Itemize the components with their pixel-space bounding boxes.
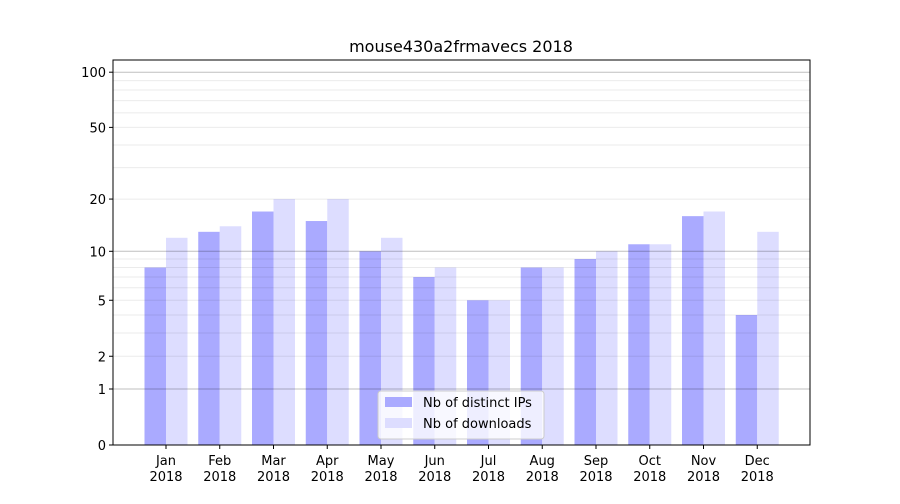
y-tick-label: 10 (89, 245, 106, 260)
x-tick-label: Apr 2018 (311, 454, 344, 485)
bar-distinct-ips (252, 211, 274, 445)
x-tick-label-line: Feb (208, 454, 231, 469)
x-tick-label-line: 2018 (418, 470, 451, 485)
legend-swatch (385, 397, 412, 407)
x-tick-label-line: 2018 (149, 470, 182, 485)
x-tick-label: Jul 2018 (472, 454, 505, 485)
bar-distinct-ips (144, 267, 166, 445)
x-tick-label: Sep 2018 (579, 454, 612, 485)
x-tick-label-line: 2018 (257, 470, 290, 485)
x-tick-label: Jan 2018 (149, 454, 182, 485)
bar-downloads (219, 226, 242, 445)
bar-distinct-ips (198, 231, 220, 445)
x-tick-label-line: 2018 (526, 470, 559, 485)
bar-downloads (649, 244, 672, 445)
x-tick-label-line: Mar (261, 454, 286, 469)
x-tick-label-line: Oct (639, 454, 661, 469)
bar-downloads (596, 251, 618, 445)
x-tick-label-line: 2018 (203, 470, 236, 485)
x-tick-label-line: Dec (745, 454, 770, 469)
bar-downloads (703, 211, 725, 445)
bar-downloads (542, 267, 564, 445)
x-tick-label-line: 2018 (579, 470, 612, 485)
x-tick-label-line: 2018 (687, 470, 720, 485)
bar-downloads (327, 199, 349, 445)
x-tick-label: Mar 2018 (257, 454, 290, 485)
x-tick-label-line: Jun (424, 454, 445, 469)
x-tick-label-line: 2018 (311, 470, 344, 485)
bar-downloads (757, 231, 779, 445)
legend: Nb of distinct IPs Nb of downloads (377, 390, 545, 440)
y-tick-label: 0 (98, 439, 106, 454)
y-tick-label: 2 (98, 350, 106, 365)
x-tick-label-line: Aug (530, 454, 555, 469)
legend-label: Nb of downloads (423, 417, 532, 432)
legend-box (377, 390, 545, 440)
bar-distinct-ips (628, 244, 650, 445)
y-tick-label: 20 (89, 193, 106, 208)
x-tick-label-line: Nov (691, 454, 717, 469)
x-tick-label: Nov 2018 (687, 454, 720, 485)
legend-swatch (385, 418, 412, 428)
chart-title: mouse430a2frmavecs 2018 (349, 37, 573, 56)
x-tick-label: Aug 2018 (526, 454, 559, 485)
y-tick-label: 1 (98, 383, 106, 398)
x-tick-label-line: 2018 (741, 470, 774, 485)
x-tick-label: Jun 2018 (418, 454, 451, 485)
bar-distinct-ips (359, 251, 381, 445)
bar-distinct-ips (682, 216, 704, 445)
y-tick-label: 5 (98, 294, 106, 309)
bar-downloads (166, 237, 188, 445)
bar-distinct-ips (735, 314, 758, 445)
y-tick-label: 100 (81, 66, 106, 81)
x-tick-label-line: Apr (316, 454, 339, 469)
x-tick-label-line: 2018 (364, 470, 397, 485)
x-tick-label: May 2018 (364, 454, 397, 485)
x-tick-label: Feb 2018 (203, 454, 236, 485)
x-tick-label-line: 2018 (633, 470, 666, 485)
x-tick-label-line: Sep (584, 454, 609, 469)
bar-downloads (273, 199, 295, 445)
x-tick-label: Dec 2018 (741, 454, 774, 485)
legend-label: Nb of distinct IPs (423, 396, 532, 411)
x-tick-label-line: 2018 (472, 470, 505, 485)
x-tick-label-line: May (368, 454, 395, 469)
bar-distinct-ips (305, 221, 328, 445)
y-tick-label: 50 (89, 121, 106, 136)
plot-frame (112, 59, 811, 446)
bar-distinct-ips (574, 259, 596, 445)
x-tick-label-line: Jul (480, 454, 497, 469)
x-tick-label: Oct 2018 (633, 454, 666, 485)
x-tick-label-line: Jan (155, 454, 176, 469)
